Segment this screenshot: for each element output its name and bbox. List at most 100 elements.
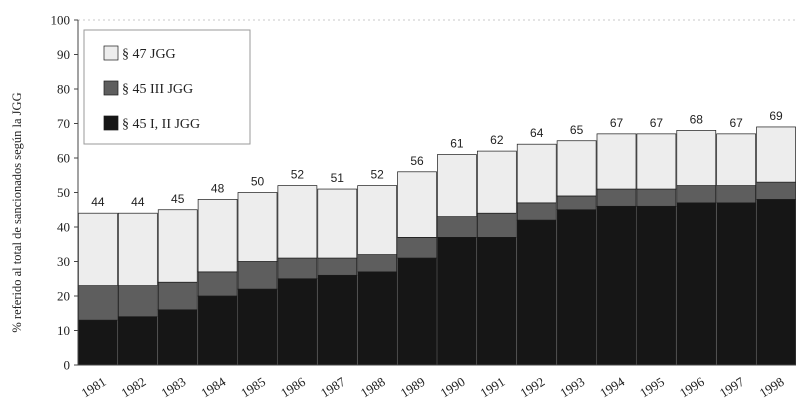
data-label-1988: 52 <box>370 168 384 182</box>
bar-s45i-1995 <box>636 205 677 366</box>
x-tick-label-1987: 1987 <box>318 374 348 401</box>
bar-s47-1992 <box>516 143 557 204</box>
bar-s47-1998 <box>756 126 796 183</box>
bar-s45i-1983 <box>157 309 198 366</box>
data-label-1982: 44 <box>131 195 145 209</box>
bar-s45i-1985 <box>237 288 278 366</box>
x-tick-label-1994: 1994 <box>597 374 627 401</box>
bar-s45i-1982 <box>117 316 158 366</box>
legend-swatch-s45iii <box>103 80 119 96</box>
bar-s47-1981 <box>78 212 118 286</box>
bar-s45iii-1996 <box>676 185 717 204</box>
data-label-1987: 51 <box>331 171 345 185</box>
bar-s45i-1986 <box>277 278 318 366</box>
bar-s45i-1981 <box>78 319 118 366</box>
bar-s47-1989 <box>397 171 437 238</box>
bar-s47-1995 <box>636 133 677 190</box>
bar-s45i-1992 <box>516 219 557 366</box>
x-tick-label-1989: 1989 <box>398 374 428 400</box>
x-tick-label-1983: 1983 <box>158 374 188 400</box>
x-tick-label-1998: 1998 <box>757 374 787 400</box>
bar-s47-1994 <box>596 133 637 190</box>
x-tick-label-1997: 1997 <box>717 374 747 401</box>
bar-s45i-1997 <box>716 202 757 366</box>
bar-s45i-1993 <box>556 209 597 366</box>
data-labels-layer: 44 44 45 48 50 52 51 52 56 61 62 64 65 67 67 68 67 69 <box>91 109 783 209</box>
x-tick-label-1995: 1995 <box>637 374 667 400</box>
bar-s45iii-1991 <box>476 212 517 238</box>
data-label-1986: 52 <box>291 168 305 182</box>
bar-s45i-1988 <box>357 271 398 366</box>
data-label-1997: 67 <box>729 116 743 130</box>
data-label-1991: 62 <box>490 133 504 147</box>
bar-s45iii-1992 <box>516 202 557 221</box>
y-tick-label-100: 100 <box>51 13 71 28</box>
x-tick-label-1990: 1990 <box>438 374 468 400</box>
x-tick-label-1985: 1985 <box>238 374 268 400</box>
x-tick-label-1993: 1993 <box>557 374 587 400</box>
x-tick-label-1984: 1984 <box>198 374 228 401</box>
bar-s47-1985 <box>237 192 278 262</box>
y-tick-label-40: 40 <box>57 220 70 235</box>
bar-s45iii-1983 <box>157 281 198 311</box>
bar-s45iii-1982 <box>117 285 158 318</box>
bar-s47-1988 <box>357 185 398 255</box>
bar-s47-1982 <box>117 212 158 286</box>
data-label-1989: 56 <box>410 154 424 168</box>
bar-s47-1996 <box>676 130 717 186</box>
data-label-1985: 50 <box>251 175 265 189</box>
legend: § 47 JGG § 45 III JGG § 45 I, II JGG <box>83 29 251 145</box>
legend-swatch-s47 <box>103 45 119 61</box>
data-label-1995: 67 <box>650 116 664 130</box>
data-label-1994: 67 <box>610 116 624 130</box>
legend-label-s45iii: § 45 III JGG <box>122 82 193 97</box>
y-tick-label-0: 0 <box>64 358 71 373</box>
bar-s45iii-1988 <box>357 254 398 273</box>
bar-s47-1987 <box>317 188 358 259</box>
data-label-1990: 61 <box>450 137 464 151</box>
bar-s45iii-1981 <box>78 285 118 321</box>
bar-s45i-1989 <box>397 257 437 366</box>
legend-swatch-s45i <box>103 115 119 131</box>
y-tick-label-20: 20 <box>57 289 70 304</box>
bar-s47-1983 <box>157 209 198 283</box>
bar-s47-1990 <box>437 154 477 218</box>
x-tick-label-1991: 1991 <box>477 374 507 400</box>
data-label-1996: 68 <box>690 112 704 126</box>
bar-s47-1993 <box>556 140 597 197</box>
bar-s45i-1990 <box>437 237 477 366</box>
bar-s45i-1987 <box>317 274 358 366</box>
data-label-1998: 69 <box>769 109 783 123</box>
bar-s45i-1998 <box>756 199 796 366</box>
y-tick-label-50: 50 <box>57 185 70 200</box>
bar-s45iii-1989 <box>397 237 437 259</box>
bar-s47-1984 <box>197 199 238 273</box>
y-tick-label-90: 90 <box>57 47 70 62</box>
data-label-1983: 45 <box>171 192 185 206</box>
bar-s45iii-1995 <box>636 188 677 207</box>
bar-s45iii-1990 <box>437 216 477 238</box>
bar-s45iii-1994 <box>596 188 637 207</box>
y-tick-label-60: 60 <box>57 151 70 166</box>
bar-s45i-1991 <box>476 237 517 366</box>
bar-s45iii-1998 <box>756 181 796 200</box>
x-tick-label-1986: 1986 <box>278 374 308 401</box>
y-axis-label: % referido al total de sancionados según… <box>10 92 24 332</box>
bar-s45iii-1993 <box>556 195 597 211</box>
legend-label-s47: § 47 JGG <box>122 47 176 62</box>
bar-s45i-1984 <box>197 295 238 366</box>
y-tick-label-10: 10 <box>57 323 70 338</box>
bar-s45iii-1985 <box>237 261 278 290</box>
y-tick-label-70: 70 <box>57 116 70 131</box>
bar-s45iii-1984 <box>197 271 238 297</box>
bar-s47-1997 <box>716 133 757 186</box>
y-tick-label-80: 80 <box>57 82 70 97</box>
x-tick-label-1996: 1996 <box>677 374 707 401</box>
bar-s45iii-1986 <box>277 257 318 280</box>
data-label-1993: 65 <box>570 123 584 137</box>
x-tick-label-1982: 1982 <box>118 374 148 400</box>
bar-s45i-1996 <box>676 202 717 366</box>
legend-label-s45i: § 45 I, II JGG <box>122 117 200 132</box>
x-tick-label-1992: 1992 <box>517 374 547 400</box>
